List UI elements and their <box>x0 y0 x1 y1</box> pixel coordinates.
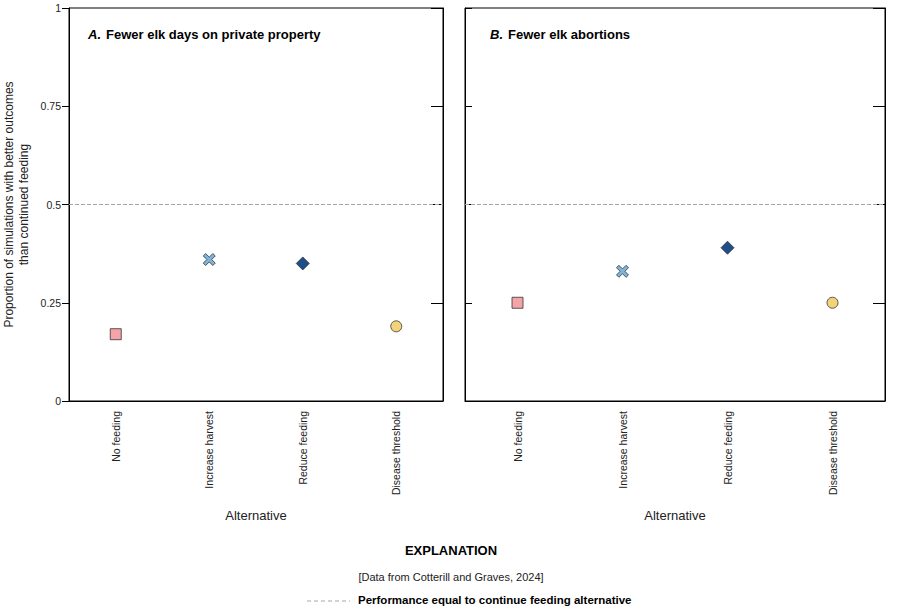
svg-text:Alternative: Alternative <box>644 508 705 523</box>
svg-text:A.: A. <box>87 27 101 42</box>
svg-text:No feeding: No feeding <box>110 411 122 462</box>
svg-text:Reduce feeding: Reduce feeding <box>297 411 309 485</box>
svg-text:Alternative: Alternative <box>225 508 286 523</box>
svg-text:Proportion of simulations with: Proportion of simulations with better ou… <box>2 81 16 327</box>
svg-text:[Data from Cotterill and Grave: [Data from Cotterill and Graves, 2024] <box>358 571 543 583</box>
svg-text:Disease threshold: Disease threshold <box>390 411 402 495</box>
svg-text:than continued feeding: than continued feeding <box>17 144 31 265</box>
svg-text:No feeding: No feeding <box>512 411 524 462</box>
svg-text:Performance equal to continue: Performance equal to continue feeding al… <box>358 594 632 606</box>
svg-text:0.5: 0.5 <box>46 199 61 211</box>
svg-text:1: 1 <box>55 2 61 14</box>
svg-text:EXPLANATION: EXPLANATION <box>405 543 497 558</box>
svg-text:B.: B. <box>490 27 503 42</box>
svg-text:0: 0 <box>55 395 61 407</box>
svg-text:Fewer elk days on private prop: Fewer elk days on private property <box>106 27 321 42</box>
svg-text:Disease threshold: Disease threshold <box>827 411 839 495</box>
svg-text:0.25: 0.25 <box>41 297 62 309</box>
svg-text:Fewer elk abortions: Fewer elk abortions <box>508 27 630 42</box>
svg-text:Increase harvest: Increase harvest <box>203 411 215 489</box>
svg-text:0.75: 0.75 <box>41 100 62 112</box>
svg-text:Reduce feeding: Reduce feeding <box>722 411 734 485</box>
svg-text:Increase harvest: Increase harvest <box>617 411 629 489</box>
